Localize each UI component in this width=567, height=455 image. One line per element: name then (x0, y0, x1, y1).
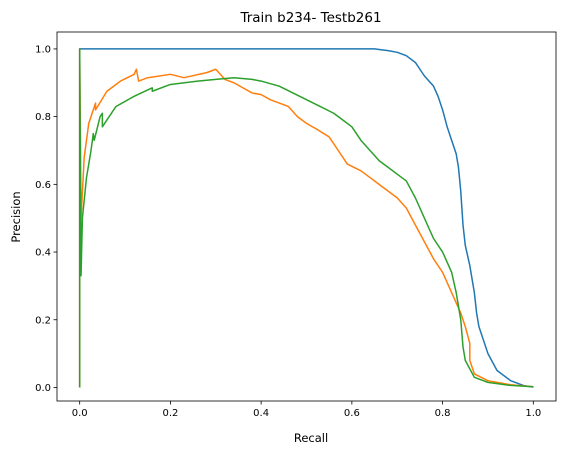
x-tick-label: 0.6 (344, 408, 360, 419)
x-tick-label: 0.0 (72, 408, 88, 419)
x-axis-label: Recall (294, 431, 328, 445)
y-tick-label: 0.4 (35, 248, 51, 259)
y-tick-label: 1.0 (35, 44, 51, 55)
plot-area: 0.0 0.2 0.4 0.6 0.8 1.0 0.0 0.2 0.4 0.6 0.8 1.0 (35, 31, 557, 419)
x-tick-label: 0.4 (253, 408, 269, 419)
y-tick-label: 0.2 (35, 315, 51, 326)
series-line-1 (78, 48, 534, 388)
y-axis-label: Precision (9, 191, 23, 242)
chart-title: Train b234- Testb261 (239, 10, 381, 26)
y-tick-label: 0.0 (35, 383, 51, 394)
x-tick-label: 1.0 (525, 408, 541, 419)
series-line-3 (78, 48, 534, 388)
series-line-2 (78, 48, 534, 388)
y-tick-label: 0.8 (35, 112, 51, 123)
x-tick-label: 0.2 (162, 408, 178, 419)
y-tick-label: 0.6 (35, 180, 51, 191)
x-tick-label: 0.8 (435, 408, 451, 419)
plot-frame (56, 31, 557, 402)
